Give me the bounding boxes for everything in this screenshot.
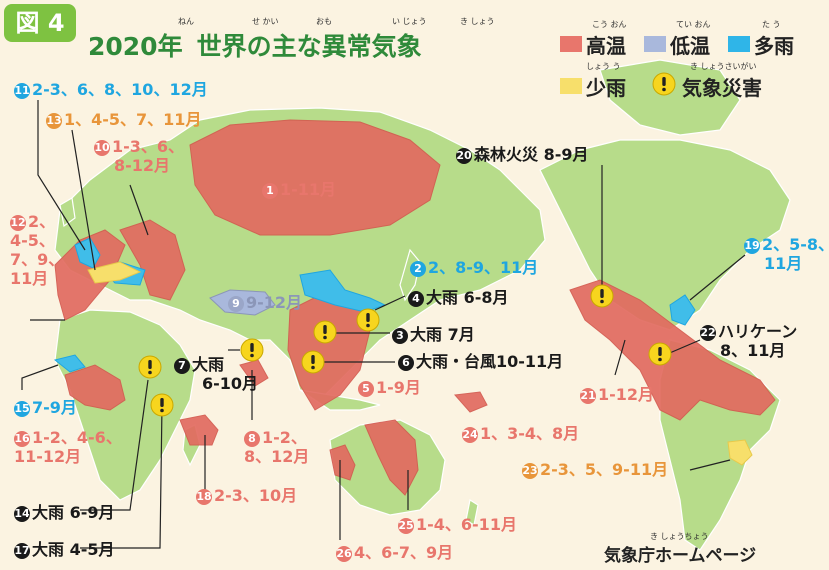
legend-cold-label: 低温: [670, 34, 710, 58]
leader-19: [689, 254, 746, 301]
land-greenland: [599, 59, 741, 136]
event-10-label: 10 1-3、6、 8-12月: [94, 137, 185, 175]
event-17-label: 17 大雨 4-5月: [14, 540, 115, 559]
event-6-label: 6 大雨・台風10-11月: [398, 352, 563, 371]
legend-disaster-icon: [652, 72, 676, 96]
event-24-label: 24 1、3-4、8月: [462, 424, 580, 443]
legend-hot-ruby: こう おん: [592, 20, 627, 29]
event-8-label: 8 1-2、 8、12月: [244, 428, 310, 466]
hot-regions: [54, 119, 776, 496]
legend-dry-swatch: [560, 78, 582, 94]
event-3-label: 3 大雨 7月: [392, 325, 475, 344]
furigana-kishou: き しょう: [460, 17, 495, 26]
figure-badge: 図 4: [4, 4, 76, 42]
land-nz: [465, 499, 479, 526]
event-14-label: 14 大雨 6-9月: [14, 503, 115, 522]
legend-cold-ruby: てい おん: [676, 20, 711, 29]
event-13-label: 13 1、4-5、7、11月: [46, 110, 202, 129]
region-26-australia-west: [329, 444, 356, 481]
leader-lines: [21, 100, 746, 549]
event-16-label: 16 1-2、4-6、 11-12月: [14, 428, 122, 466]
disaster-marker-14: [138, 355, 162, 379]
title-year: 2020年: [88, 32, 183, 61]
land-africa: [54, 309, 196, 501]
region-13-europe-dry: [87, 261, 142, 284]
legend-disaster-ruby: き しょうさいがい: [690, 62, 757, 71]
event-2-label: 2 2、8-9、11月: [410, 258, 538, 277]
disaster-marker-17: [150, 393, 174, 417]
event-11-label: 11 2-3、6、8、10、12月: [14, 80, 208, 99]
region-21-americas: [569, 279, 776, 421]
legend-hot-label: 高温: [586, 34, 626, 58]
event-20-label: 20 森林火災 8-9月: [456, 145, 589, 164]
event-22-label: 22 ハリケーン 8、11月: [700, 322, 798, 360]
disaster-marker-4: [356, 308, 380, 332]
event-5-label: 5 1-9月: [358, 378, 421, 397]
legend-dry-label: 少雨: [586, 76, 626, 100]
disaster-markers: [138, 284, 672, 417]
region-8-india: [239, 359, 269, 387]
title-text: 世界の主な異常気象: [196, 32, 422, 61]
page-title: 2020年 世界の主な異常気象: [88, 27, 422, 63]
region-16-west-africa: [64, 364, 126, 411]
region-25-australia-east: [364, 419, 419, 496]
disaster-marker-7: [240, 338, 264, 362]
event-23-label: 23 2-3、5、9-11月: [522, 460, 669, 479]
disaster-marker-22: [648, 342, 672, 366]
disaster-marker-20: [590, 284, 614, 308]
furigana-omo: おも: [316, 17, 332, 26]
legend-disaster-label: 気象災害: [682, 76, 762, 100]
event-9-label: 9 9-12月: [228, 293, 302, 312]
region-15-sahel: [53, 354, 86, 373]
disaster-marker-6: [301, 350, 325, 374]
event-21-label: 21 1-12月: [580, 385, 655, 404]
event-19-label: 19 2、5-8、 11月: [744, 235, 829, 273]
leader-10: [129, 184, 149, 236]
leader-21: [614, 339, 626, 376]
leader-17: [80, 404, 163, 549]
event-7-label: 7 大雨 6-10月: [174, 355, 258, 393]
region-18-east-africa: [179, 414, 219, 446]
event-18-label: 18 2-3、10月: [196, 486, 298, 505]
credit-ruby: き しょうちょう: [650, 532, 709, 541]
legend-wet-swatch: [728, 36, 750, 52]
region-23-south-america-dry: [727, 439, 753, 466]
legend-wet-label: 多雨: [754, 34, 794, 58]
furigana-ijou: い じょう: [392, 17, 427, 26]
source-credit: 気象庁ホームページ: [604, 546, 757, 566]
furigana-sekai: せ かい: [252, 17, 279, 26]
legend-cold-swatch: [644, 36, 666, 52]
region-19-north-america: [669, 294, 696, 326]
land-uk: [59, 197, 76, 228]
leader-13: [71, 129, 96, 271]
legend-wet-ruby: た う: [762, 20, 781, 29]
furigana-nen: ねん: [178, 17, 194, 26]
dry-regions: [87, 261, 753, 466]
event-1-label: 1 1-11月: [262, 180, 336, 199]
event-25-label: 25 1-4、6-11月: [398, 515, 517, 534]
legend-dry-ruby: しょう う: [586, 62, 621, 71]
leader-11: [37, 100, 86, 251]
leader-14: [80, 379, 149, 511]
event-12-label: 12 2、 4-5、 7、9、 11月: [10, 212, 65, 288]
event-4-label: 4 大雨 6-8月: [408, 288, 508, 307]
leader-15: [21, 364, 59, 390]
leader-4: [374, 295, 406, 311]
disaster-marker-3: [313, 320, 337, 344]
region-24-pacific: [453, 391, 488, 413]
leader-23: [689, 459, 731, 471]
legend-hot-swatch: [560, 36, 582, 52]
event-15-label: 15 7-9月: [14, 398, 77, 417]
region-1-siberia: [189, 119, 441, 236]
event-26-label: 26 4、6-7、9月: [336, 543, 454, 562]
